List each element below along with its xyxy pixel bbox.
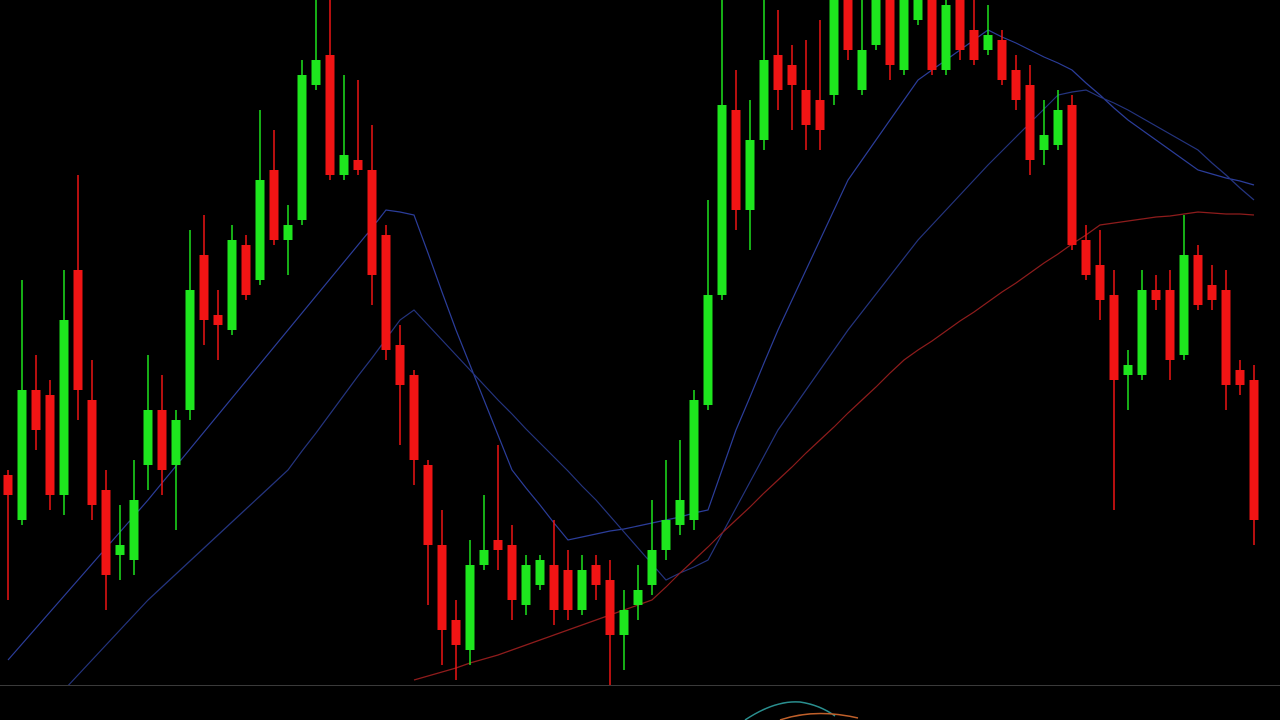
candle-body [983,35,993,50]
candle-body [353,160,363,170]
candle-body [1039,135,1049,150]
candle-body [1067,105,1077,245]
indicator-line [779,712,859,720]
moving-average-line [7,29,1255,661]
candle-body [73,270,83,390]
candle-body [199,255,209,320]
candle-body [479,550,489,565]
candle-body [829,0,839,95]
candle-body [563,570,573,610]
candle-body [1109,295,1119,380]
candle-body [1095,265,1105,300]
candle-body [605,580,615,635]
candle-body [1053,110,1063,145]
candle-body [185,290,195,410]
candle-body [997,40,1007,80]
candle-body [493,540,503,550]
candle-body [521,565,531,605]
candle-body [367,170,377,275]
moving-average-line [35,89,1255,720]
candle-body [591,565,601,585]
candle-body [17,390,27,520]
candle-body [339,155,349,175]
candle-body [1165,290,1175,360]
moving-average-line [413,211,1255,681]
candle-body [647,550,657,585]
candle-body [213,315,223,325]
candle-body [787,65,797,85]
candle-body [1081,240,1091,275]
candle-body [45,395,55,495]
candle-body [941,5,951,70]
candle-body [843,0,853,50]
candle-body [157,410,167,470]
candle-body [577,570,587,610]
plot-area [3,0,1259,720]
candle-body [717,105,727,295]
candle-body [311,60,321,85]
candle-body [381,235,391,350]
candle-body [451,620,461,645]
candle-body [857,50,867,90]
candle-body [675,500,685,525]
candle-body [395,345,405,385]
candle-body [871,0,881,45]
candle-body [1011,70,1021,100]
candle-body [31,390,41,430]
candle-body [1151,290,1161,300]
candle-body [689,400,699,520]
candle-body [661,520,671,550]
candle-body [731,110,741,210]
candle-body [143,410,153,465]
candle-body [101,490,111,575]
candle-body [885,0,895,65]
candle-body [1137,290,1147,375]
candle-body [535,560,545,585]
candle-body [1025,85,1035,160]
candle-body [1235,370,1245,385]
candle-body [87,400,97,505]
candle-body [227,240,237,330]
candle-body [619,610,629,635]
candle-body [759,60,769,140]
candle-body [269,170,279,240]
candle-body [129,500,139,560]
candle-body [409,375,419,460]
candle-body [1193,255,1203,305]
candle-body [1221,290,1231,385]
candle-body [1249,380,1259,520]
candle-body [423,465,433,545]
candle-body [549,565,559,610]
candle-body [465,565,475,650]
candle-body [801,90,811,125]
candle-body [297,75,307,220]
candle-body [815,100,825,130]
candle-body [927,0,937,70]
candle-body [955,0,965,50]
candle-body [437,545,447,630]
candle-body [913,0,923,20]
candle-body [969,30,979,60]
candle-body [59,320,69,495]
candle-body [703,295,713,405]
candle-body [241,245,251,295]
candle-body [255,180,265,280]
candle-body [115,545,125,555]
candle-body [899,0,909,70]
indicator-panel [0,686,1280,720]
candle-body [3,475,13,495]
candle-body [773,55,783,90]
indicator-line [744,701,836,720]
candle-body [171,420,181,465]
candle-body [325,55,335,175]
candle-body [1179,255,1189,355]
candle-body [507,545,517,600]
candle-body [633,590,643,605]
candle-body [745,140,755,210]
candle-body [283,225,293,240]
candle-body [1123,365,1133,375]
candle-body [1207,285,1217,300]
